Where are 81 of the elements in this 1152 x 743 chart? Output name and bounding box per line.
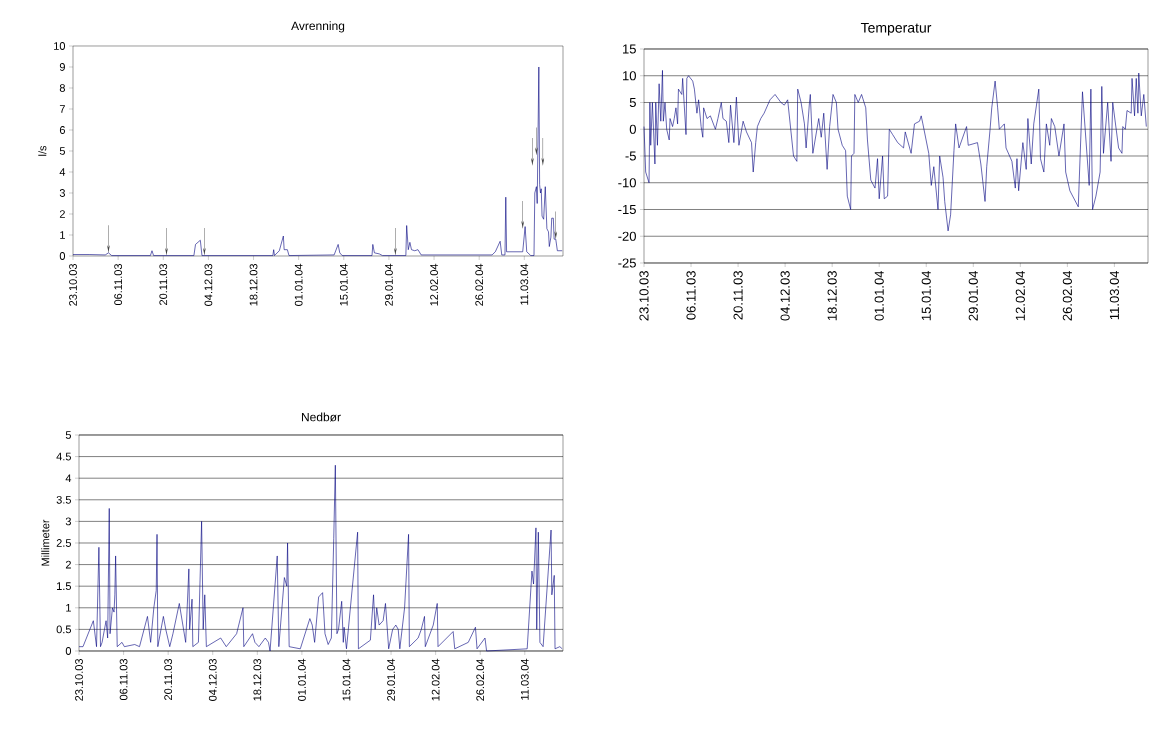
x-tick-label: 01.01.04: [874, 270, 884, 321]
x-tick-label: 12.02.04: [1015, 270, 1025, 321]
y-tick-label: -25: [618, 258, 636, 268]
x-tick-label: 23.10.03: [75, 659, 83, 701]
chart-title: Temperatur: [860, 22, 932, 36]
annotation: ↓: [107, 225, 110, 253]
y-tick-label: 4.5: [56, 452, 71, 461]
x-tick-label: 29.01.04: [385, 263, 393, 306]
y-tick-label: 1.5: [57, 582, 71, 591]
x-tick-label: 26.02.04: [1062, 270, 1072, 321]
y-axis-title: l/s: [38, 145, 47, 156]
x-tick-label: 15.01.04: [339, 263, 348, 306]
x-tick-label: 15.01.04: [342, 658, 351, 701]
x-tick-label: 20.11.03: [164, 659, 173, 700]
y-tick-label: 4: [65, 474, 72, 482]
y-tick-label: 7: [59, 105, 65, 113]
annotation: ↓: [554, 211, 557, 239]
x-tick-label: 23.10.03: [639, 271, 649, 321]
x-tick-label: 06.11.03: [114, 264, 123, 306]
x-tick-label: 26.02.04: [476, 658, 485, 701]
y-tick-label: 2: [65, 560, 71, 569]
y-tick-label: 4: [59, 168, 66, 176]
x-tick-label: 04.12.03: [208, 659, 217, 701]
y-tick-label: 5: [59, 147, 65, 155]
x-tick-label: 18.12.03: [253, 659, 262, 701]
y-tick-label: 10: [623, 71, 636, 81]
x-tick-label: 11.03.04: [520, 263, 529, 305]
y-tick-label: 6: [59, 126, 65, 134]
y-tick-label: 0: [65, 647, 72, 655]
y-tick-label: 5: [65, 431, 71, 439]
y-tick-label: 0: [59, 252, 66, 260]
x-tick-label: 11.03.04: [520, 658, 529, 700]
annotation: ↓: [203, 227, 206, 256]
y-tick-label: -5: [625, 151, 636, 161]
annotation: ↓: [541, 138, 545, 166]
y-tick-label: -10: [618, 178, 636, 188]
x-tick-label: 12.02.04: [430, 263, 438, 306]
annotation: ↓: [531, 138, 534, 166]
y-tick-label: 3.5: [56, 495, 71, 504]
y-tick-label: 1: [66, 604, 71, 612]
y-tick-label: 8: [59, 84, 65, 92]
x-tick-label: 29.01.04: [387, 658, 395, 701]
chart-title: Nedbør: [301, 412, 341, 422]
x-tick-label: 20.11.03: [733, 271, 743, 320]
y-tick-label: -20: [618, 231, 636, 241]
y-tick-label: -15: [618, 204, 636, 215]
y-tick-label: 1: [60, 231, 65, 239]
y-axis-title: Millimeter: [41, 519, 50, 566]
x-tick-label: 26.02.04: [475, 263, 484, 306]
y-tick-label: 0.5: [56, 625, 71, 634]
y-tick-label: 5: [629, 97, 636, 108]
x-tick-label: 04.12.03: [780, 271, 790, 321]
x-tick-label: 12.02.04: [431, 658, 440, 701]
y-tick-label: 2.5: [56, 539, 71, 547]
x-tick-label: 15.01.04: [921, 270, 931, 321]
y-tick-label: 0: [629, 124, 636, 134]
y-tick-label: 3: [65, 517, 71, 526]
x-tick-label: 01.01.04: [298, 658, 306, 701]
x-tick-label: 04.12.03: [204, 264, 213, 306]
line-series: [78, 464, 563, 652]
annotation: ↓: [535, 127, 538, 155]
x-tick-label: 23.10.03: [69, 264, 77, 306]
line-series: [72, 66, 563, 256]
x-tick-label: 06.11.03: [119, 659, 128, 701]
y-tick-label: 10: [54, 42, 66, 50]
chart-title: Avrenning: [291, 21, 345, 33]
y-tick-label: 15: [623, 44, 636, 54]
y-tick-label: 9: [59, 63, 65, 71]
annotation: ↓: [394, 227, 397, 256]
annotation: ↓: [521, 201, 524, 229]
x-tick-label: 29.01.04: [968, 270, 978, 321]
x-tick-label: 18.12.03: [827, 271, 837, 321]
annotation: ↓: [165, 227, 168, 256]
x-tick-label: 01.01.04: [294, 263, 303, 306]
line-series: [643, 70, 1147, 232]
x-tick-label: 18.12.03: [249, 264, 258, 306]
y-tick-label: 2: [59, 210, 65, 218]
x-tick-label: 11.03.04: [1109, 270, 1119, 320]
y-tick-label: 3: [59, 189, 65, 197]
x-tick-label: 20.11.03: [159, 264, 168, 305]
x-tick-label: 06.11.03: [686, 271, 696, 320]
